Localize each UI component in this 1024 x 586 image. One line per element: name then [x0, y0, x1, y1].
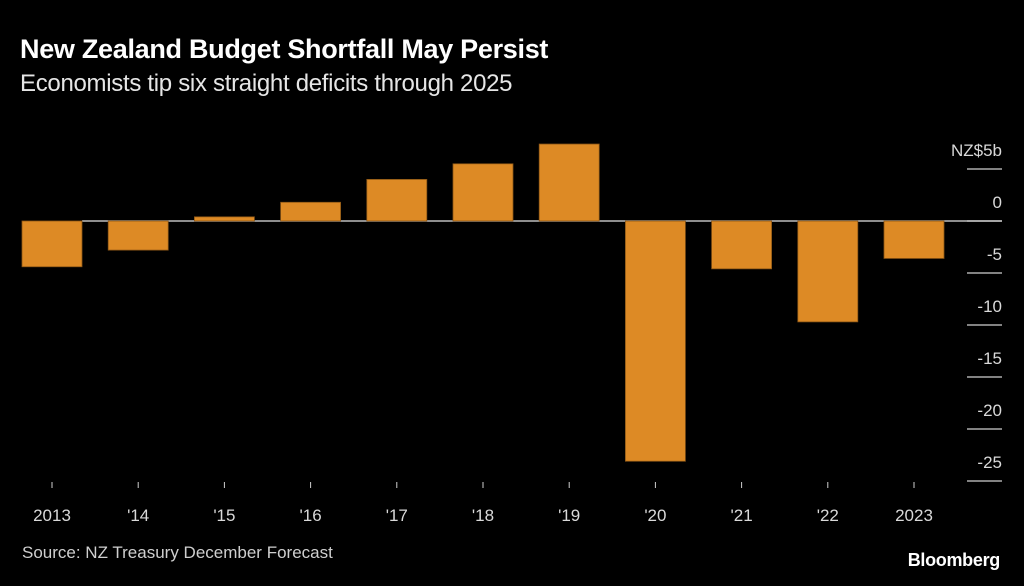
- x-axis: 2013 '14 '15 '16 '17 '18 '19 '20 '21 '22 2023: [33, 482, 933, 525]
- bar-16: [280, 201, 342, 222]
- bar-20: [625, 220, 686, 462]
- chart-title: New Zealand Budget Shortfall May Persist: [20, 34, 549, 64]
- bar-18: [452, 163, 514, 222]
- y-tick-label: -5: [987, 245, 1002, 264]
- bar-22: [797, 220, 859, 323]
- y-tick-label: -20: [977, 401, 1002, 420]
- bloomberg-logo: Bloomberg: [907, 550, 1001, 570]
- bar-2023: [883, 220, 945, 259]
- x-tick-label: '17: [386, 506, 408, 525]
- bar-19: [538, 143, 600, 222]
- bar-2013: [21, 220, 83, 268]
- y-tick-label: -15: [977, 349, 1002, 368]
- y-tick-label: -10: [977, 297, 1002, 316]
- source-note: Source: NZ Treasury December Forecast: [22, 543, 333, 562]
- x-tick-label: '18: [472, 506, 494, 525]
- x-tick-label: '16: [300, 506, 322, 525]
- x-tick-label: '21: [731, 506, 753, 525]
- x-tick-label: '14: [127, 506, 149, 525]
- bar-15: [193, 216, 255, 222]
- y-tick-label: -25: [977, 453, 1002, 472]
- bar-14: [107, 220, 169, 251]
- y-tick-label: 0: [993, 193, 1002, 212]
- x-tick-label: '15: [213, 506, 235, 525]
- bar-21: [711, 220, 772, 270]
- bars-group: [21, 143, 945, 462]
- bar-17: [366, 178, 428, 222]
- x-tick-label: '19: [558, 506, 580, 525]
- x-tick-label: 2023: [895, 506, 933, 525]
- y-axis: NZ$5b 0 -5 -10 -15 -20 -25: [951, 141, 1002, 482]
- y-tick-label: NZ$5b: [951, 141, 1002, 160]
- x-tick-label: '20: [644, 506, 666, 525]
- x-tick-label: 2013: [33, 506, 71, 525]
- chart-subtitle: Economists tip six straight deficits thr…: [20, 70, 513, 97]
- x-tick-label: '22: [817, 506, 839, 525]
